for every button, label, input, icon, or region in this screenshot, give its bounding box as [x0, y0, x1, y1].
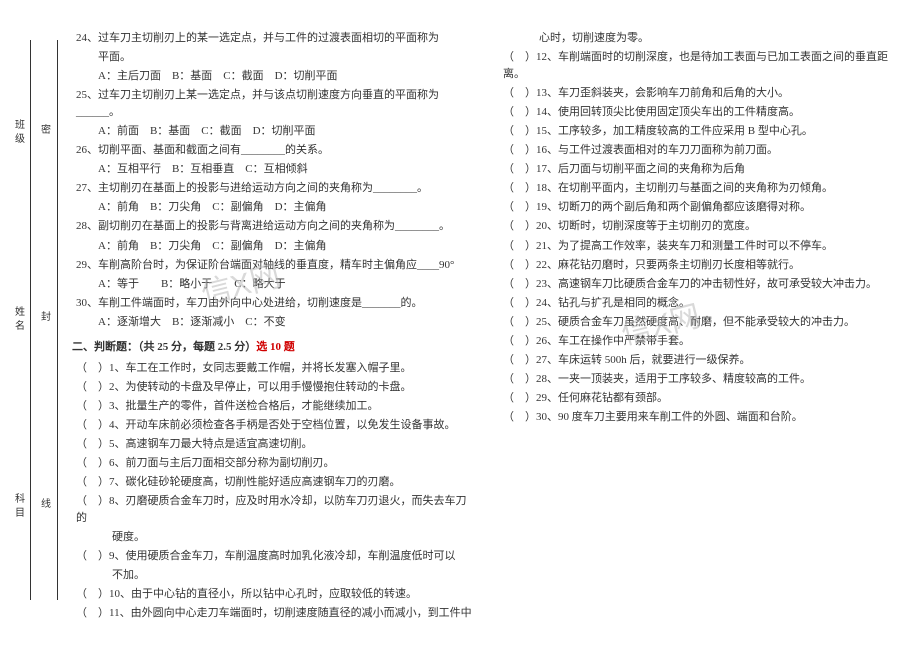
- side-label-class: 班级: [11, 119, 26, 147]
- text-line: 26、切削平面、基面和截面之间有________的关系。: [72, 142, 475, 159]
- text-line: （ ）5、高速钢车刀最大特点是适宜高速切削。: [72, 436, 475, 453]
- text-line: （ ）28、一夹一顶装夹，适用于工序较多、精度较高的工件。: [499, 371, 902, 388]
- side-label-subject: 科目: [11, 493, 26, 521]
- text-line: （ ）10、由于中心钻的直径小，所以钻中心孔时，应取较低的转速。: [72, 586, 475, 603]
- text-line: A：前面 B：基面 C：截面 D：切削平面: [72, 123, 475, 140]
- text-line: （ ）24、钻孔与扩孔是相同的概念。: [499, 295, 902, 312]
- text-line: 心时，切削速度为零。: [499, 30, 902, 47]
- left-column: 24、过车刀主切削刃上的某一选定点，并与工件的过渡表面相切的平面称为平面。 A：主…: [72, 30, 475, 630]
- text-line: （ ）17、后刀面与切削平面之间的夹角称为后角: [499, 161, 902, 178]
- text-line: （ ）4、开动车床前必须检查各手柄是否处于空档位置，以免发生设备事故。: [72, 417, 475, 434]
- text-line: 27、主切削刃在基面上的投影与进给运动方向之间的夹角称为________。: [72, 180, 475, 197]
- side-outer-labels: 班级 姓名 科目: [10, 40, 26, 600]
- text-line: （ ）1、车工在工作时，女同志要戴工作帽，并将长发塞入帽子里。: [72, 360, 475, 377]
- text-line: 30、车削工件端面时，车刀由外向中心处进给，切削速度是_______的。: [72, 295, 475, 312]
- text-line: 25、过车刀主切削刃上某一选定点，并与该点切削速度方向垂直的平面称为______…: [72, 87, 475, 121]
- side-seal-feng: 封: [37, 311, 52, 329]
- text-line: （ ）19、切断刀的两个副后角和两个副偏角都应该磨得对称。: [499, 199, 902, 216]
- content-columns: 24、过车刀主切削刃上的某一选定点，并与工件的过渡表面相切的平面称为平面。 A：主…: [72, 30, 902, 630]
- text-line: A：前角 B：刀尖角 C：副偏角 D：主偏角: [72, 199, 475, 216]
- text-line: 硬度。: [72, 529, 475, 546]
- text-line: （ ）7、碳化硅砂轮硬度高，切削性能好适应高速钢车刀的刃磨。: [72, 474, 475, 491]
- text-line: （ ）6、前刀面与主后刀面相交部分称为副切削刃。: [72, 455, 475, 472]
- text-line: （ ）11、由外圆向中心走刀车端面时，切削速度随直径的减小而减小，到工件中: [72, 605, 475, 622]
- side-label-name: 姓名: [11, 306, 26, 334]
- text-line: （ ）26、车工在操作中严禁带手套。: [499, 333, 902, 350]
- text-line: （ ）21、为了提高工作效率，装夹车刀和测量工件时可以不停车。: [499, 238, 902, 255]
- text-line: （ ）3、批量生产的零件，首件送检合格后，才能继续加工。: [72, 398, 475, 415]
- text-line: 24、过车刀主切削刃上的某一选定点，并与工件的过渡表面相切的平面称为: [72, 30, 475, 47]
- text-line: （ ）30、90 度车刀主要用来车削工件的外圆、端面和台阶。: [499, 409, 902, 426]
- text-line: A：主后刀面 B：基面 C：截面 D：切削平面: [72, 68, 475, 85]
- text-line: （ ）13、车刀歪斜装夹，会影响车刀前角和后角的大小。: [499, 85, 902, 102]
- text-line: A：互相平行 B：互相垂直 C：互相倾斜: [72, 161, 475, 178]
- text-line: 二、判断题：（共 25 分，每题 2.5 分）选 10 题: [72, 339, 475, 356]
- text-line: 不加。: [72, 567, 475, 584]
- text-line: （ ）22、麻花钻刃磨时，只要两条主切削刃长度相等就行。: [499, 257, 902, 274]
- text-line: （ ）23、高速钢车刀比硬质合金车刀的冲击韧性好，故可承受较大冲击力。: [499, 276, 902, 293]
- text-line: （ ）8、刃磨硬质合金车刀时，应及时用水冷却，以防车刀刃退火，而失去车刀的: [72, 493, 475, 527]
- text-line: （ ）2、为使转动的卡盘及早停止，可以用手慢慢抱住转动的卡盘。: [72, 379, 475, 396]
- text-line: （ ）18、在切削平面内，主切削刃与基面之间的夹角称为刃倾角。: [499, 180, 902, 197]
- section-title-red: 选 10 题: [256, 341, 295, 353]
- text-line: （ ）29、任何麻花钻都有颈部。: [499, 390, 902, 407]
- text-line: （ ）15、工序较多，加工精度较高的工件应采用 B 型中心孔。: [499, 123, 902, 140]
- side-seal-mi: 密: [37, 124, 52, 142]
- text-line: （ ）14、使用回转顶尖比使用固定顶尖车出的工件精度高。: [499, 104, 902, 121]
- text-line: A：等于 B：略小于 C：略大于: [72, 276, 475, 293]
- text-line: A：逐渐增大 B：逐渐减小 C：不变: [72, 314, 475, 331]
- text-line: （ ）25、硬质合金车刀虽然硬度高、耐磨，但不能承受较大的冲击力。: [499, 314, 902, 331]
- text-line: （ ）9、使用硬质合金车刀，车削温度高时加乳化液冷却，车削温度低时可以: [72, 548, 475, 565]
- text-line: 29、车削高阶台时，为保证阶台端面对轴线的垂直度，精车时主偏角应____90°: [72, 257, 475, 274]
- text-line: 28、副切削刃在基面上的投影与背离进给运动方向之间的夹角称为________。: [72, 218, 475, 235]
- text-line: 平面。: [72, 49, 475, 66]
- side-inner-labels: 密 封 线: [32, 40, 56, 600]
- text-line: （ ）20、切断时，切削深度等于主切削刃的宽度。: [499, 218, 902, 235]
- text-line: （ ）12、车削端面时的切削深度，也是待加工表面与已加工表面之间的垂直距离。: [499, 49, 902, 83]
- text-line: （ ）27、车床运转 500h 后，就要进行一级保养。: [499, 352, 902, 369]
- text-line: A：前角 B：刀尖角 C：副偏角 D：主偏角: [72, 238, 475, 255]
- text-line: （ ）16、与工件过渡表面相对的车刀刀面称为前刀面。: [499, 142, 902, 159]
- right-column: 心时，切削速度为零。 （ ）12、车削端面时的切削深度，也是待加工表面与已加工表面…: [499, 30, 902, 630]
- side-seal-xian: 线: [37, 498, 52, 516]
- section-title-text: 二、判断题：（共 25 分，每题 2.5 分）: [72, 341, 256, 353]
